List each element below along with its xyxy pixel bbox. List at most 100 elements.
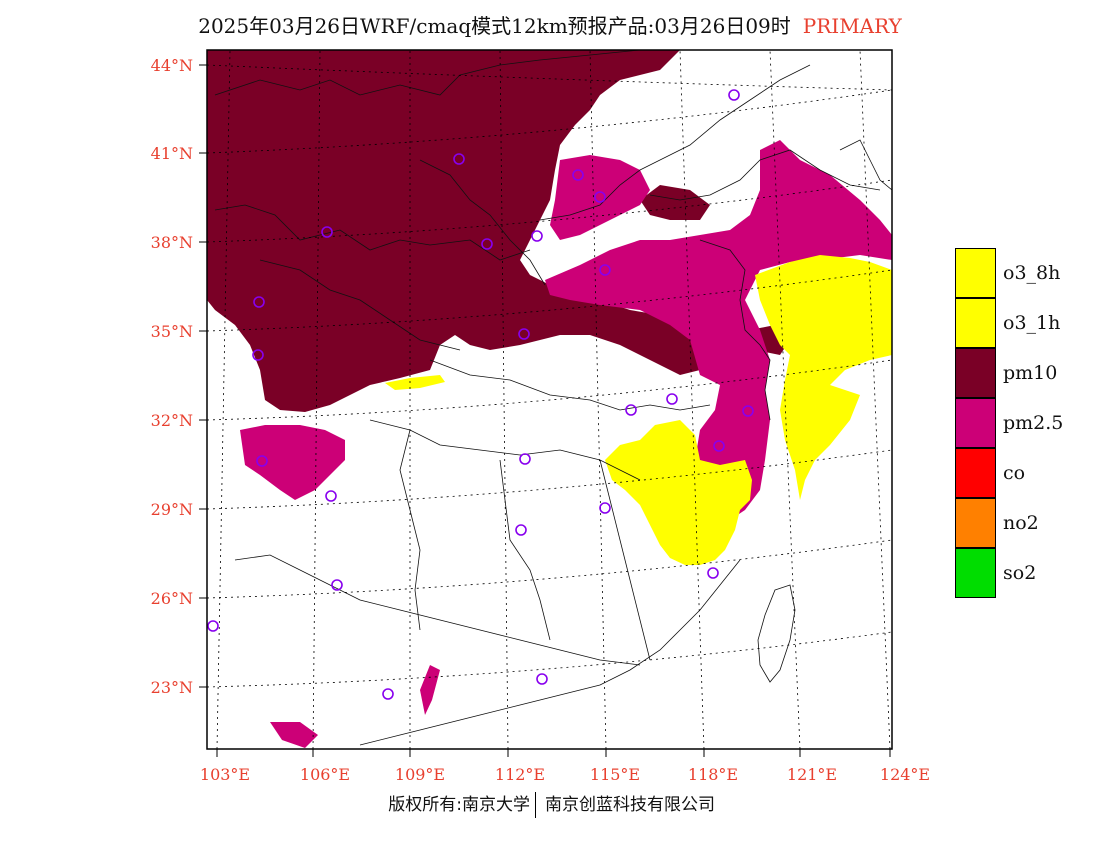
- lat-label-29: 29°N: [151, 500, 193, 519]
- lon-label-124: 124°E: [880, 765, 930, 784]
- boundary-line: [699, 239, 771, 421]
- plot-frame: [206, 49, 893, 750]
- legend-swatch: [955, 448, 996, 498]
- boundary-line: [399, 429, 421, 631]
- korea-outline: [839, 139, 892, 191]
- lat-line-23: [207, 631, 892, 688]
- pm25-patch-south: [420, 665, 440, 715]
- lat-label-32: 32°N: [151, 411, 193, 430]
- lon-line-112: [499, 50, 509, 749]
- legend-swatch: [955, 348, 996, 398]
- station-marker: [599, 264, 611, 276]
- station-marker: [531, 230, 543, 242]
- lon-label-109: 109°E: [395, 765, 445, 784]
- lat-axis: 44°N 41°N 38°N 35°N 32°N 29°N 26°N 23°N: [151, 56, 207, 697]
- pm25-region-central: [545, 140, 892, 520]
- boundary-line: [234, 554, 641, 666]
- lat-line-44: [207, 64, 892, 91]
- map-title: 2025年03月26日WRF/cmaq模式12km预报产品:03月26日09时 P…: [0, 10, 1100, 39]
- station-marker: [625, 404, 637, 416]
- legend-swatch: [955, 548, 996, 598]
- legend-label: no2: [1003, 512, 1039, 534]
- boundary-line: [214, 204, 531, 261]
- boundary-lines: [214, 50, 892, 746]
- legend-label: pm10: [1003, 362, 1058, 384]
- boundary-line: [499, 459, 551, 641]
- legend-label: o3_1h: [1003, 312, 1061, 334]
- lon-label-118: 118°E: [688, 765, 738, 784]
- legend-swatch: [955, 248, 996, 298]
- lat-line-41: [207, 89, 892, 154]
- lon-label-106: 106°E: [300, 765, 350, 784]
- copyright-left: 版权所有:南京大学: [388, 795, 530, 815]
- lat-label-41: 41°N: [151, 144, 193, 163]
- station-marker: [481, 238, 493, 250]
- lat-line-32: [207, 359, 892, 421]
- station-marker: [331, 579, 343, 591]
- station-markers: [207, 89, 754, 700]
- lat-label-38: 38°N: [151, 233, 193, 252]
- pm25-patch-hainan: [270, 722, 318, 748]
- footer-divider: [535, 792, 536, 818]
- station-marker: [382, 688, 394, 700]
- boundary-line: [259, 259, 461, 351]
- station-marker: [594, 191, 606, 203]
- station-marker: [207, 620, 219, 632]
- map-layers: [207, 50, 892, 748]
- lat-line-29: [207, 449, 892, 510]
- station-marker: [536, 673, 548, 685]
- lat-label-44: 44°N: [151, 56, 193, 75]
- legend-swatch: [955, 298, 996, 348]
- legend-label: pm2.5: [1003, 412, 1064, 434]
- title-text: 2025年03月26日WRF/cmaq模式12km预报产品:03月26日09时: [198, 14, 791, 38]
- station-marker: [519, 453, 531, 465]
- legend-label: o3_8h: [1003, 262, 1061, 284]
- station-marker: [453, 153, 465, 165]
- pm10-region: [207, 50, 715, 412]
- boundary-line: [649, 149, 881, 201]
- legend-swatch: [955, 398, 996, 448]
- copyright-right: 南京创蓝科技有限公司: [545, 795, 715, 815]
- station-marker: [707, 567, 719, 579]
- station-marker: [321, 226, 333, 238]
- station-marker: [713, 440, 725, 452]
- lat-label-23: 23°N: [151, 678, 193, 697]
- pm10-patch-north: [640, 185, 710, 220]
- boundary-line: [419, 159, 546, 286]
- lon-line-124: [859, 50, 891, 749]
- lon-line-118: [679, 50, 705, 749]
- station-marker: [253, 296, 265, 308]
- lon-label-112: 112°E: [495, 765, 545, 784]
- station-marker: [728, 89, 740, 101]
- boundary-line: [599, 459, 651, 661]
- o3-region-sea: [755, 255, 892, 500]
- station-marker: [515, 524, 527, 536]
- lat-label-35: 35°N: [151, 322, 193, 341]
- graticule: [207, 50, 892, 749]
- lon-label-115: 115°E: [590, 765, 640, 784]
- boundary-line: [214, 50, 641, 96]
- station-marker: [518, 328, 530, 340]
- station-marker: [572, 169, 584, 181]
- station-marker: [666, 393, 678, 405]
- station-marker: [325, 490, 337, 502]
- lon-line-115: [589, 50, 607, 749]
- boundary-line: [429, 359, 711, 411]
- primary-tag: PRIMARY: [802, 14, 902, 38]
- lon-label-103: 103°E: [200, 765, 250, 784]
- lon-label-121: 121°E: [787, 765, 837, 784]
- legend-swatch: [955, 498, 996, 548]
- pm25-region-north: [550, 155, 650, 240]
- station-marker: [252, 349, 264, 361]
- coastline: [359, 559, 741, 746]
- lat-line-38: [207, 179, 892, 243]
- legend-label: co: [1003, 462, 1026, 484]
- legend-label: so2: [1003, 562, 1037, 584]
- o3-region-land: [605, 420, 752, 565]
- lat-line-26: [207, 539, 892, 599]
- o3-patch-small: [385, 375, 445, 390]
- lat-label-26: 26°N: [151, 589, 193, 608]
- lon-line-121: [769, 50, 801, 749]
- pm25-region-southwest: [240, 425, 345, 500]
